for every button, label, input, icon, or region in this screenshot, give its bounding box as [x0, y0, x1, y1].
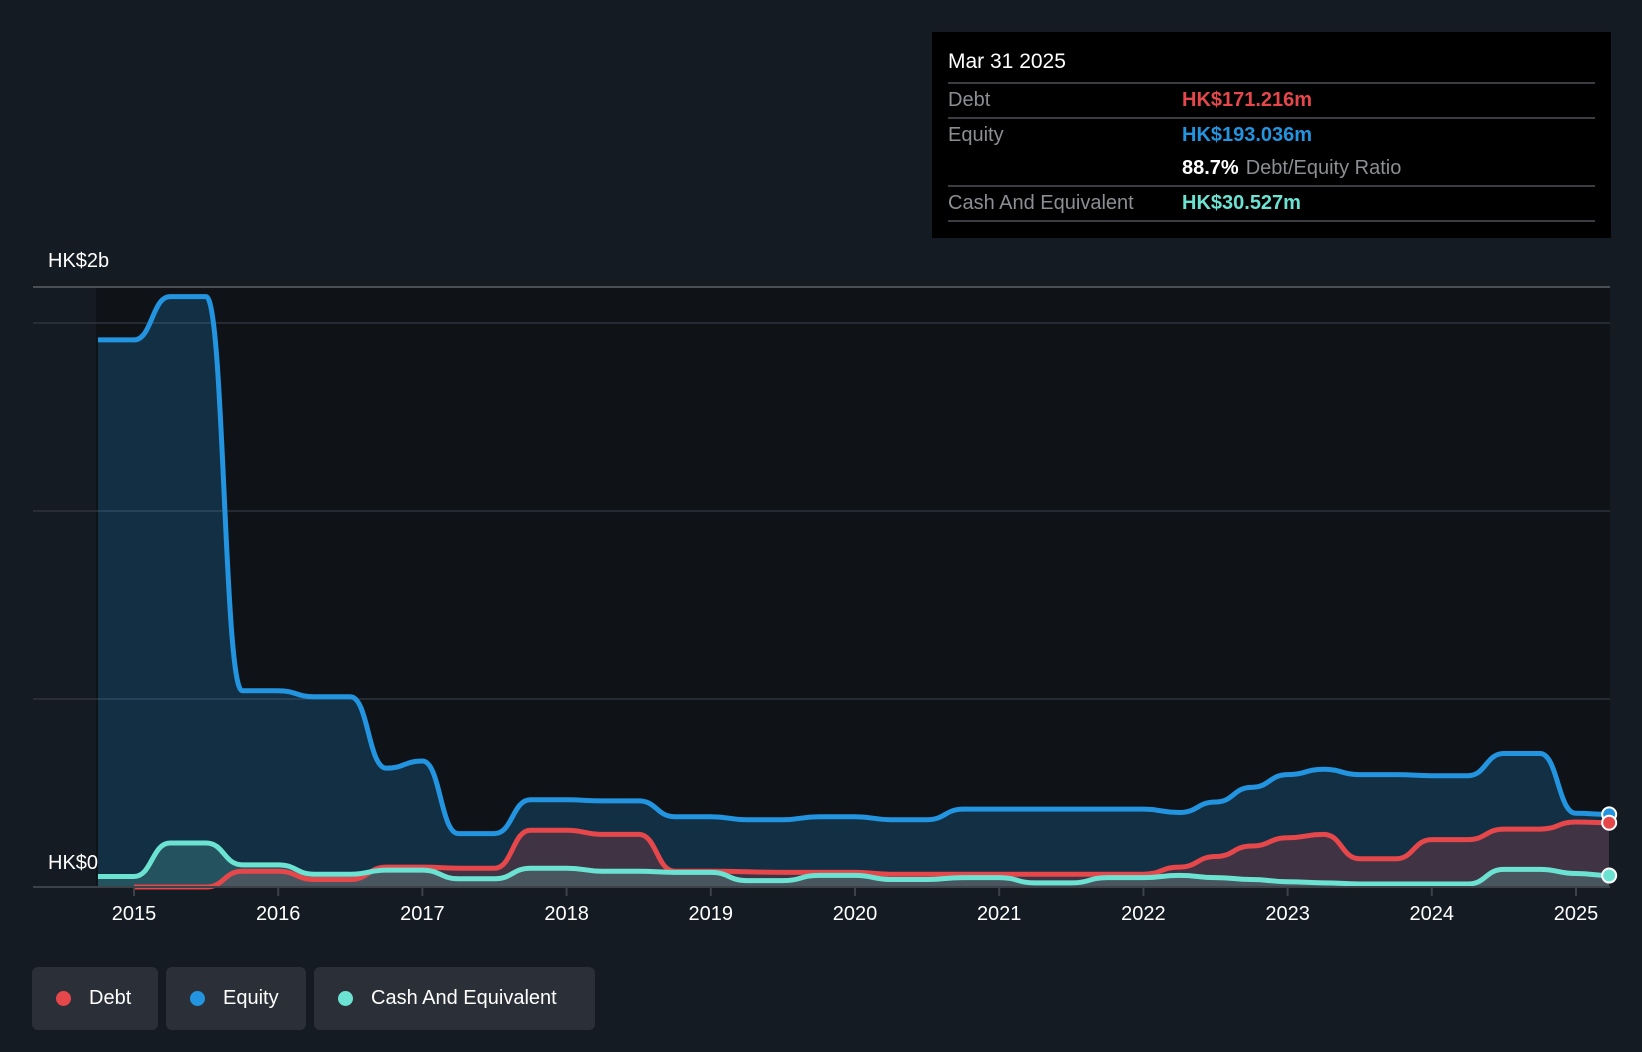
tooltip-debt-value: HK$171.216m [1182, 89, 1313, 111]
tooltip-row-ratio: 88.7% Debt/Equity Ratio [948, 152, 1595, 185]
x-tick-label: 2020 [833, 903, 878, 925]
x-tick-label: 2017 [400, 903, 445, 925]
cash-dot-icon [338, 991, 353, 1006]
tooltip-cash-label: Cash And Equivalent [948, 192, 1134, 214]
x-tick-label: 2019 [689, 903, 734, 925]
series-areas [97, 296, 1610, 887]
tooltip-row-cash: Cash And Equivalent HK$30.527m [948, 185, 1595, 220]
tooltip-debt-label: Debt [948, 89, 991, 111]
cash-and-equivalent-line [97, 840, 1610, 887]
tooltip: Mar 31 2025 Debt HK$171.216m Equity HK$1… [932, 32, 1611, 238]
equity-area [97, 296, 1610, 887]
legend-debt-label: Debt [89, 987, 132, 1009]
x-tick-label: 2023 [1265, 903, 1310, 925]
debt-end-marker [1601, 814, 1618, 831]
tooltip-ratio-label: Debt/Equity Ratio [1245, 157, 1402, 179]
tooltip-equity-label: Equity [948, 124, 1004, 146]
x-tick-label: 2021 [977, 903, 1022, 925]
legend-cash[interactable]: Cash And Equivalent [314, 967, 595, 1030]
x-tick-label: 2024 [1410, 903, 1455, 925]
x-tick-label: 2022 [1121, 903, 1166, 925]
legend: Debt Equity Cash And Equivalent [32, 967, 595, 1030]
tooltip-row-debt: Debt HK$171.216m [948, 82, 1595, 117]
x-tick-label: 2015 [112, 903, 157, 925]
tooltip-date: Mar 31 2025 [948, 50, 1066, 73]
series-lines [97, 294, 1610, 890]
cash-and-equivalent-area [97, 843, 1610, 887]
end-markers [1601, 806, 1618, 884]
x-tick-label: 2018 [544, 903, 589, 925]
x-tick-label: 2016 [256, 903, 301, 925]
debt-dot-icon [56, 991, 71, 1006]
plot-background [96, 287, 1610, 887]
legend-equity[interactable]: Equity [166, 967, 306, 1030]
equity-line [97, 294, 1610, 837]
x-tick-label: 2025 [1554, 903, 1599, 925]
legend-cash-label: Cash And Equivalent [371, 987, 557, 1009]
x-axis-ticks: 2015 2016 2017 2018 2019 2020 2021 2022 2023 2024… [112, 887, 1599, 925]
legend-debt[interactable]: Debt [32, 967, 158, 1030]
tooltip-equity-value: HK$193.036m [1182, 124, 1313, 146]
tooltip-divider [948, 220, 1595, 222]
tooltip-ratio-value: 88.7% [1182, 157, 1239, 179]
equity-dot-icon [190, 991, 205, 1006]
cash-and-equivalent-end-marker [1601, 867, 1618, 884]
gridlines [33, 286, 1610, 700]
legend-equity-label: Equity [223, 987, 279, 1009]
debt-line [133, 819, 1610, 890]
tooltip-row-equity: Equity HK$193.036m [948, 117, 1595, 152]
tooltip-cash-value: HK$30.527m [1182, 192, 1301, 214]
y-tick-label-zero: HK$0 [48, 852, 99, 874]
debt-area [134, 821, 1610, 887]
y-tick-label-max: HK$2b [48, 250, 110, 272]
